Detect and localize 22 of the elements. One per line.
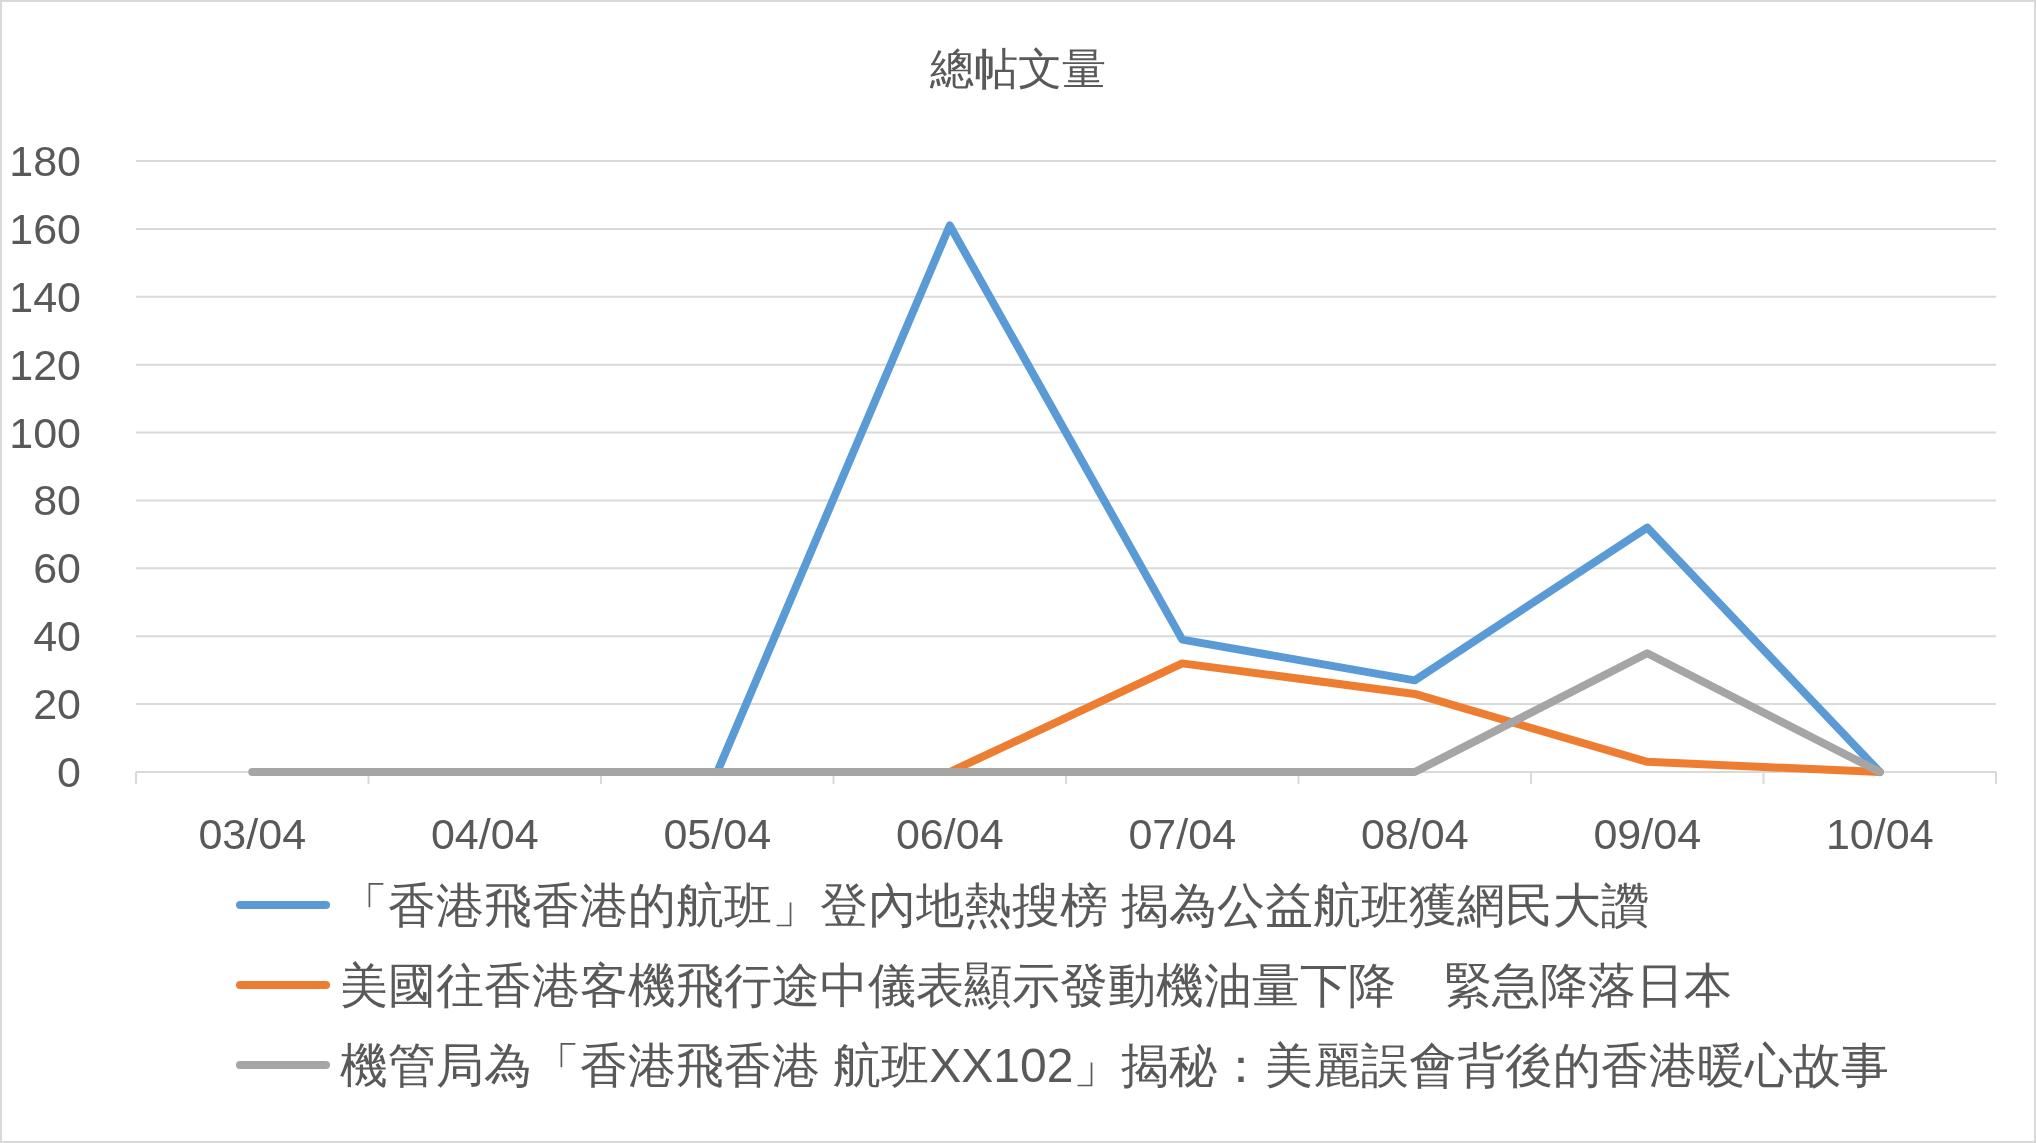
x-tick-label: 06/04 [895,810,1004,858]
legend-label: 機管局為「香港飛香港 航班XX102」揭秘：美麗誤會背後的香港暖心故事 [340,1038,1890,1092]
x-tick-label: 04/04 [430,810,539,858]
y-tick-label: 120 [9,340,81,389]
x-tick-label: 03/04 [198,810,307,858]
y-tick-label: 100 [9,408,81,457]
y-tick-label: 140 [9,272,81,321]
x-tick-label: 08/04 [1360,810,1469,858]
legend-label: 「香港飛香港的航班」登內地熱搜榜 揭為公益航班獲網民大讚 [340,878,1650,932]
y-tick-label: 80 [33,476,81,525]
y-tick-label: 180 [9,137,81,185]
title: 總帖文量 [930,43,1106,93]
y-tick-label: 0 [57,748,81,796]
x-tick-label: 05/04 [663,810,772,858]
x-tick-label: 07/04 [1128,810,1237,858]
y-tick-label: 20 [33,680,81,729]
x-tick-label: 10/04 [1825,810,1934,858]
y-tick-label: 40 [33,612,81,661]
legend-label: 美國往香港客機飛行途中儀表顯示發動機油量下降 緊急降落日本 [340,958,1732,1012]
y-tick-label: 160 [9,204,81,253]
y-tick-label: 60 [33,544,81,593]
x-tick-label: 09/04 [1593,810,1702,858]
